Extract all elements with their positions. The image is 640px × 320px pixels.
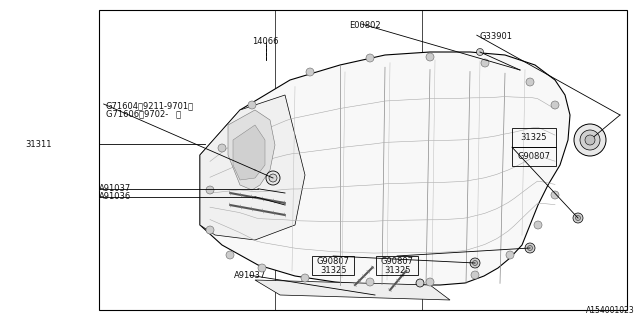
Circle shape — [226, 251, 234, 259]
Circle shape — [527, 245, 532, 251]
Circle shape — [269, 174, 277, 182]
Bar — [512, 147, 556, 166]
Circle shape — [266, 171, 280, 185]
Polygon shape — [255, 280, 450, 300]
Circle shape — [551, 101, 559, 109]
Circle shape — [206, 226, 214, 234]
Text: E00802: E00802 — [349, 21, 381, 30]
Text: 31325: 31325 — [384, 266, 410, 275]
Circle shape — [206, 186, 214, 194]
Circle shape — [526, 78, 534, 86]
Circle shape — [426, 278, 434, 286]
Text: G90807: G90807 — [317, 257, 349, 266]
Text: 14066: 14066 — [252, 37, 279, 46]
Circle shape — [471, 271, 479, 279]
Circle shape — [218, 144, 226, 152]
Polygon shape — [228, 110, 275, 190]
Circle shape — [534, 221, 542, 229]
Text: A154001023: A154001023 — [586, 306, 635, 315]
Circle shape — [575, 215, 580, 220]
Circle shape — [426, 53, 434, 61]
Circle shape — [580, 130, 600, 150]
Circle shape — [551, 191, 559, 199]
Circle shape — [574, 124, 606, 156]
Bar — [512, 128, 556, 147]
Circle shape — [306, 68, 314, 76]
Text: G33901: G33901 — [480, 32, 513, 41]
Circle shape — [472, 260, 477, 266]
Circle shape — [301, 274, 309, 282]
Bar — [376, 256, 418, 275]
Circle shape — [477, 49, 483, 55]
Circle shape — [366, 278, 374, 286]
Polygon shape — [200, 95, 305, 240]
Text: G71606〉9702-   〉: G71606〉9702- 〉 — [106, 109, 180, 118]
Text: A91037: A91037 — [234, 271, 266, 280]
Circle shape — [481, 59, 489, 67]
Circle shape — [366, 54, 374, 62]
Bar — [99, 10, 627, 310]
Polygon shape — [200, 52, 570, 285]
Text: 31325: 31325 — [320, 266, 346, 275]
Circle shape — [416, 279, 424, 287]
Text: A91036: A91036 — [99, 192, 131, 201]
Text: G90807: G90807 — [381, 257, 413, 266]
Text: 31325: 31325 — [520, 133, 547, 142]
Circle shape — [525, 243, 535, 253]
Circle shape — [470, 258, 480, 268]
Bar — [312, 256, 354, 275]
Circle shape — [248, 101, 256, 109]
Text: G90807: G90807 — [517, 152, 550, 161]
Circle shape — [258, 264, 266, 272]
Text: A91037: A91037 — [99, 184, 131, 193]
Circle shape — [585, 135, 595, 145]
Circle shape — [506, 251, 514, 259]
Text: G71604〉9211-9701〉: G71604〉9211-9701〉 — [106, 101, 194, 110]
Polygon shape — [233, 125, 265, 180]
Text: 31311: 31311 — [26, 140, 52, 148]
Circle shape — [573, 213, 583, 223]
